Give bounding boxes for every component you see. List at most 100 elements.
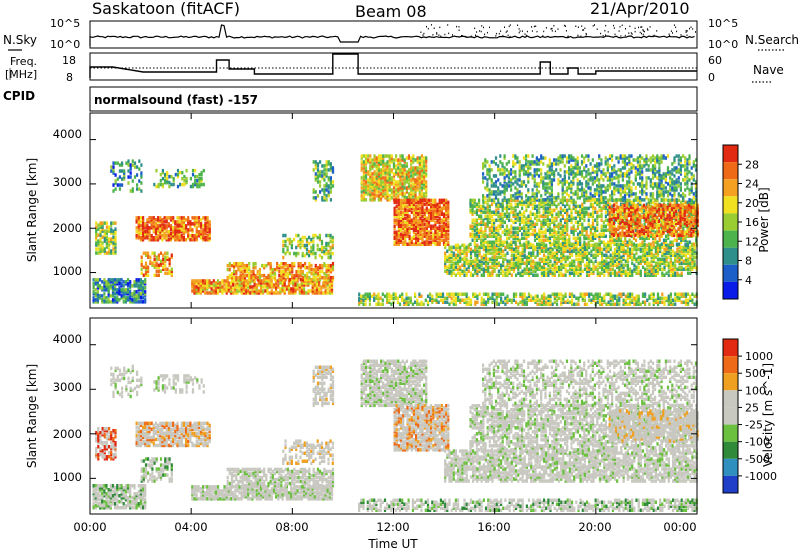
heatmap-cell	[490, 224, 494, 228]
heatmap-cell	[618, 269, 621, 273]
cpid-label: CPID	[3, 89, 35, 103]
heatmap-cell	[517, 265, 520, 269]
heatmap-cell	[472, 249, 475, 253]
heatmap-cell	[293, 277, 296, 282]
heatmap-cell	[412, 212, 415, 216]
heatmap-cell	[161, 170, 164, 175]
heatmap-cell	[656, 269, 660, 273]
heatmap-cell	[440, 238, 443, 242]
heatmap-cell	[425, 188, 428, 192]
heatmap-cell	[615, 204, 618, 209]
heatmap-cell	[103, 233, 106, 237]
heatmap-cell	[269, 262, 272, 266]
heatmap-cell	[583, 240, 586, 244]
heatmap-cell	[508, 267, 511, 271]
heatmap-cell	[450, 249, 453, 253]
heatmap-cell	[682, 251, 685, 255]
heatmap-cell	[149, 261, 152, 265]
heatmap-cell	[568, 218, 571, 222]
heatmap-cell	[682, 267, 685, 271]
heatmap-cell	[314, 172, 317, 176]
heatmap-cell	[576, 226, 580, 230]
heatmap-cell	[386, 170, 389, 174]
heatmap-cell	[313, 291, 316, 295]
heatmap-cell	[601, 263, 604, 267]
heatmap-cell	[390, 160, 393, 164]
heatmap-cell	[234, 285, 237, 289]
heatmap-cell	[410, 224, 413, 228]
heatmap-cell	[230, 271, 234, 276]
heatmap-cell	[646, 247, 649, 252]
heatmap-cell	[223, 289, 226, 293]
heatmap-cell	[540, 224, 543, 228]
heatmap-cell	[672, 269, 675, 273]
heatmap-cell	[586, 247, 589, 252]
heatmap-cell	[101, 245, 104, 249]
heatmap-cell	[650, 273, 653, 277]
heatmap-cell	[287, 285, 291, 289]
heatmap-cell	[448, 255, 451, 259]
heatmap-cell	[101, 235, 104, 239]
heatmap-cell	[154, 238, 158, 242]
heatmap-cell	[109, 294, 112, 298]
heatmap-cell	[421, 228, 424, 232]
heatmap-cell	[386, 192, 389, 196]
heatmap-cell	[589, 204, 592, 209]
nsearch-point	[465, 35, 467, 38]
heatmap-cell	[583, 251, 586, 255]
heatmap-cell	[267, 277, 270, 282]
heatmap-cell	[469, 234, 472, 238]
heatmap-cell	[594, 249, 597, 253]
heatmap-cell	[538, 200, 541, 205]
heatmap-cell	[191, 168, 195, 173]
heatmap-cell	[164, 257, 167, 261]
heatmap-cell	[545, 247, 548, 252]
heatmap-cell	[377, 198, 380, 202]
heatmap-cell	[417, 214, 420, 218]
heatmap-cell	[542, 230, 545, 234]
heatmap-cell	[527, 255, 531, 259]
heatmap-cell	[412, 210, 415, 214]
heatmap-cell	[159, 251, 163, 255]
heatmap-cell	[412, 154, 415, 158]
heatmap-cell	[533, 198, 537, 203]
heatmap-cell	[514, 208, 517, 213]
heatmap-cell	[444, 243, 447, 248]
heatmap-cell	[206, 226, 209, 230]
heatmap-cell	[189, 222, 192, 226]
heatmap-cell	[525, 257, 528, 261]
heatmap-cell	[103, 284, 106, 288]
heatmap-cell	[412, 192, 415, 196]
heatmap-cell	[241, 262, 244, 266]
heatmap-cell	[412, 230, 415, 234]
heatmap-cell	[404, 236, 407, 240]
heatmap-cell	[575, 251, 578, 255]
heatmap-cell	[321, 275, 324, 280]
heatmap-cell	[417, 200, 420, 205]
heatmap-cell	[559, 236, 562, 240]
heatmap-cell	[574, 210, 577, 214]
heatmap-cell	[480, 204, 483, 209]
heatmap-cell	[196, 174, 199, 179]
heatmap-cell	[227, 285, 230, 289]
heatmap-cell	[116, 282, 119, 286]
heatmap-cell	[314, 277, 317, 282]
heatmap-cell	[446, 257, 449, 261]
heatmap-cell	[373, 164, 376, 168]
heatmap-cell	[242, 285, 245, 289]
heatmap-cell	[436, 232, 439, 236]
heatmap-cell	[152, 222, 155, 226]
heatmap-cell	[538, 210, 541, 214]
heatmap-cell	[543, 253, 546, 257]
heatmap-cell	[425, 242, 428, 246]
heatmap-cell	[553, 226, 556, 230]
heatmap-cell	[447, 220, 450, 224]
heatmap-cell	[637, 271, 640, 275]
heatmap-cell	[278, 263, 281, 268]
heatmap-cell	[261, 263, 264, 268]
heatmap-cell	[377, 174, 380, 178]
heatmap-cell	[648, 269, 651, 273]
heatmap-cell	[475, 220, 478, 224]
heatmap-cell	[516, 236, 519, 240]
heatmap-cell	[144, 267, 148, 271]
